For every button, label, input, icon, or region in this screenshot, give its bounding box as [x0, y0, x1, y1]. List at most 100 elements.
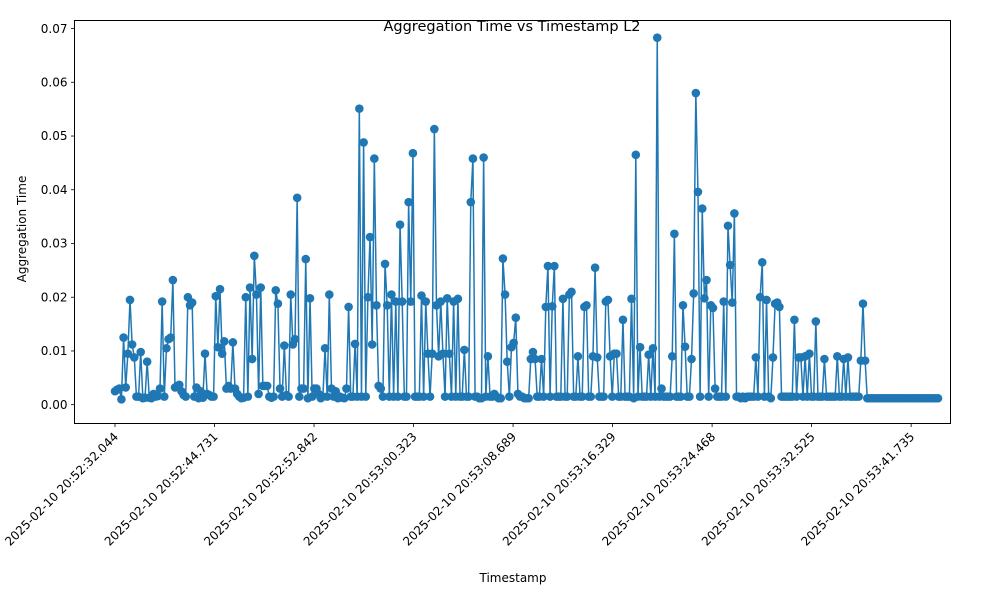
data-point — [697, 204, 707, 213]
data-point — [612, 349, 621, 358]
data-point — [541, 302, 551, 312]
chart-title: Aggregation Time vs Timestamp L2 — [383, 19, 640, 35]
data-point — [573, 352, 583, 361]
y-tick-label: 0.04 — [41, 183, 68, 197]
data-point — [496, 393, 506, 403]
data-point — [117, 395, 126, 404]
data-point — [363, 292, 373, 302]
y-tick-label: 0.01 — [41, 344, 68, 358]
data-point — [860, 356, 870, 365]
plot-frame — [74, 20, 951, 424]
data-point — [693, 187, 703, 197]
data-point — [858, 299, 868, 308]
data-point — [702, 275, 711, 285]
data-point — [387, 290, 396, 299]
data-point — [402, 392, 411, 401]
data-point — [607, 392, 617, 401]
data-point — [933, 393, 943, 403]
data-point — [445, 349, 454, 358]
data-point — [129, 353, 139, 362]
data-point — [427, 349, 437, 358]
data-point — [340, 393, 349, 403]
data-point — [592, 353, 602, 362]
data-point — [380, 259, 390, 269]
data-point — [543, 261, 553, 271]
data-point — [162, 343, 171, 353]
data-point — [376, 384, 386, 393]
data-point — [247, 354, 257, 364]
data-point — [627, 294, 636, 304]
data-point — [372, 300, 381, 310]
data-point — [187, 298, 197, 307]
data-point — [700, 294, 709, 303]
data-point — [438, 349, 448, 358]
data-point — [417, 291, 426, 300]
data-point — [762, 295, 771, 305]
data-point — [355, 104, 364, 113]
data-point — [305, 294, 315, 303]
y-tick-label: 0.05 — [41, 129, 68, 143]
data-point — [175, 380, 184, 390]
data-point — [425, 392, 435, 401]
data-point — [241, 292, 251, 302]
data-point — [635, 342, 645, 352]
data-point — [676, 392, 686, 401]
data-point — [252, 290, 261, 299]
data-point — [502, 357, 512, 367]
data-point — [342, 384, 351, 393]
data-point — [811, 317, 821, 326]
data-point — [262, 381, 272, 391]
data-point — [442, 294, 452, 303]
data-point — [273, 299, 283, 308]
data-point — [155, 384, 165, 393]
data-point — [670, 229, 679, 239]
data-point — [136, 347, 146, 357]
data-point — [228, 338, 238, 347]
data-point — [125, 295, 135, 305]
data-point — [577, 392, 587, 401]
data-point — [710, 384, 720, 393]
data-point — [603, 295, 613, 305]
data-point — [755, 292, 765, 302]
data-point — [723, 221, 733, 231]
data-point — [657, 384, 666, 393]
data-point — [361, 392, 371, 401]
data-point — [528, 347, 538, 357]
data-point — [483, 352, 493, 361]
data-point — [721, 392, 731, 401]
data-point — [562, 392, 572, 401]
data-point — [217, 349, 227, 358]
data-point — [751, 353, 761, 362]
data-point — [275, 384, 285, 393]
data-point — [753, 392, 763, 401]
data-point — [430, 124, 439, 134]
data-point — [440, 392, 450, 401]
data-point — [292, 193, 302, 203]
data-point — [271, 285, 281, 295]
data-point — [547, 302, 557, 311]
data-point — [393, 392, 403, 401]
data-point — [269, 392, 278, 401]
data-point — [215, 284, 225, 294]
data-point — [730, 209, 739, 218]
data-point — [397, 297, 407, 306]
data-point — [153, 391, 163, 401]
data-point — [820, 354, 829, 364]
plot-area — [110, 33, 943, 404]
data-point — [408, 148, 418, 158]
y-tick-label: 0.02 — [41, 290, 68, 304]
data-point — [123, 349, 133, 358]
data-point — [290, 334, 300, 344]
data-point — [256, 283, 266, 292]
data-point — [395, 220, 405, 229]
data-point — [766, 393, 776, 403]
data-point — [382, 300, 392, 310]
data-point — [695, 392, 705, 401]
data-point — [436, 297, 446, 306]
data-point — [370, 154, 379, 163]
data-point — [142, 357, 152, 367]
data-point — [181, 392, 191, 401]
data-point — [792, 392, 801, 401]
data-point — [421, 297, 431, 306]
data-point — [114, 384, 124, 393]
